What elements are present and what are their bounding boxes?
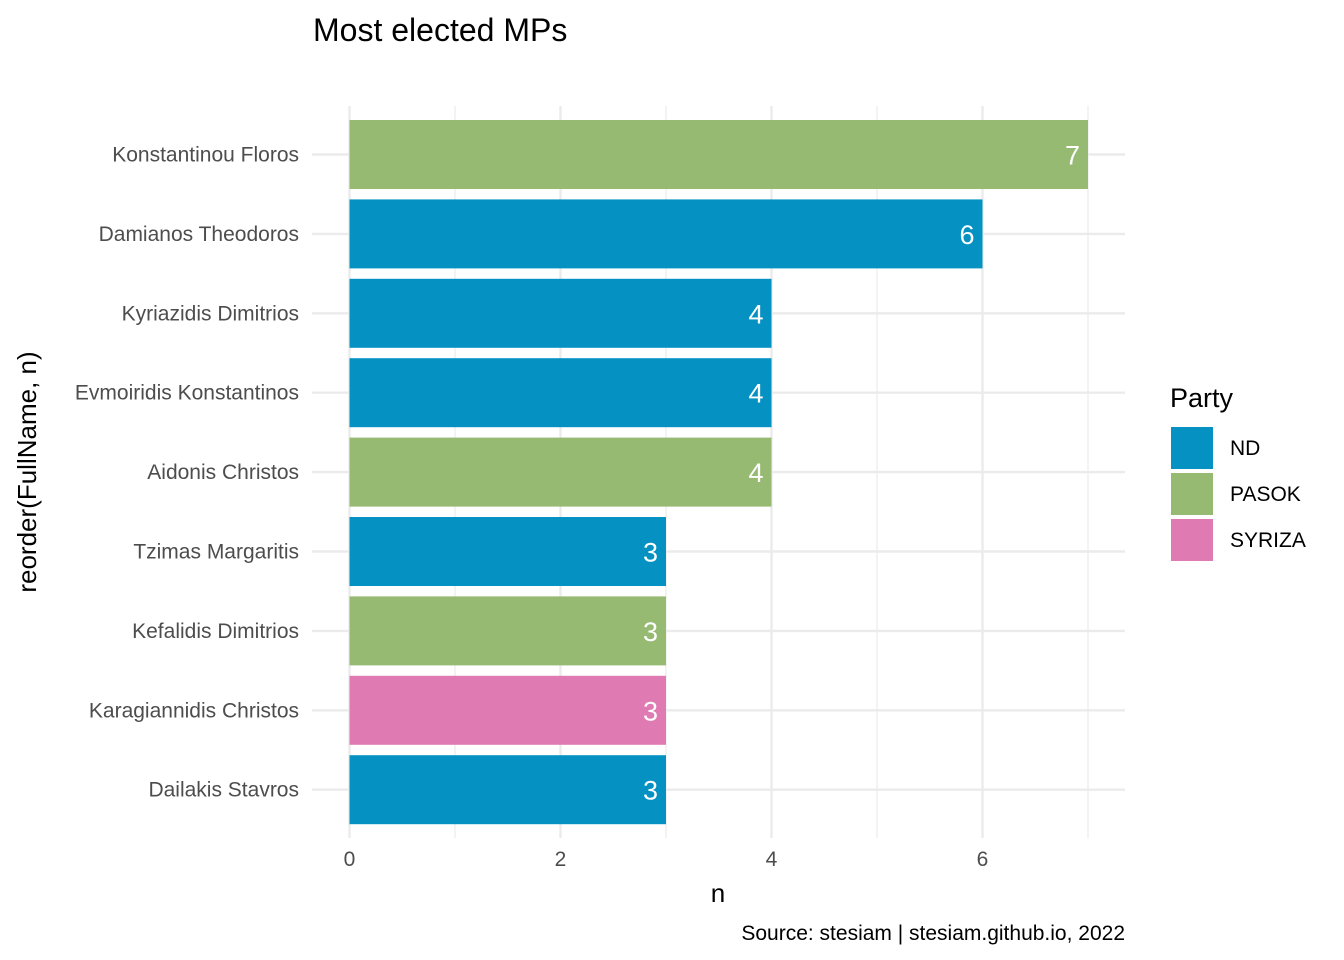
y-tick-label: Konstantinou Floros	[112, 144, 299, 167]
bar-value-label: 4	[748, 458, 763, 488]
y-tick-label: Kefalidis Dimitrios	[132, 620, 299, 643]
bar	[349, 596, 666, 666]
bar	[349, 120, 1088, 189]
chart-caption: Source: stesiam | stesiam.github.io, 202…	[741, 922, 1125, 945]
legend-label: SYRIZA	[1230, 529, 1306, 552]
bar-value-label: 4	[748, 299, 763, 329]
x-tick-labels: 0 2 4 6	[344, 848, 989, 871]
y-tick-label: Tzimas Margaritis	[133, 541, 299, 564]
y-axis-title: reorder(FullName, n)	[12, 351, 42, 592]
y-tick-labels: Konstantinou Floros Damianos Theodoros Kyr…	[75, 144, 299, 802]
legend-label: PASOK	[1230, 483, 1301, 506]
bar-value-label: 3	[643, 538, 658, 568]
bar-value-label: 3	[643, 776, 658, 806]
bar	[349, 517, 666, 586]
legend-swatch	[1171, 473, 1213, 515]
bar	[349, 278, 772, 348]
bar	[349, 358, 772, 428]
bar	[349, 199, 983, 269]
bars-layer: 7 6 4 4 4 3 3 3 3	[349, 120, 1088, 825]
bar-value-label: 6	[959, 220, 974, 250]
x-tick-label: 4	[766, 848, 778, 871]
bar-value-label: 7	[1065, 141, 1080, 171]
legend-items: ND PASOK SYRIZA	[1171, 427, 1306, 561]
bar-value-label: 3	[643, 696, 658, 726]
y-tick-label: Kyriazidis Dimitrios	[122, 302, 299, 325]
y-tick-label: Damianos Theodoros	[99, 223, 299, 246]
x-axis-title: n	[711, 878, 725, 908]
y-tick-label: Aidonis Christos	[147, 461, 299, 484]
bar	[349, 675, 666, 745]
chart-title: Most elected MPs	[313, 12, 567, 48]
bar-value-label: 3	[643, 617, 658, 647]
legend-title: Party	[1170, 383, 1234, 413]
bar	[349, 437, 772, 507]
y-tick-label: Evmoiridis Konstantinos	[75, 382, 299, 405]
y-tick-label: Dailakis Stavros	[148, 779, 299, 802]
legend: Party ND PASOK SYRIZA	[1170, 383, 1306, 561]
legend-swatch	[1171, 519, 1213, 561]
legend-label: ND	[1230, 437, 1260, 460]
x-tick-label: 0	[344, 848, 356, 871]
x-tick-label: 2	[555, 848, 567, 871]
bar	[349, 755, 666, 825]
x-tick-label: 6	[977, 848, 989, 871]
legend-swatch	[1171, 427, 1213, 469]
bar-value-label: 4	[748, 379, 763, 409]
y-tick-label: Karagiannidis Christos	[89, 699, 299, 722]
